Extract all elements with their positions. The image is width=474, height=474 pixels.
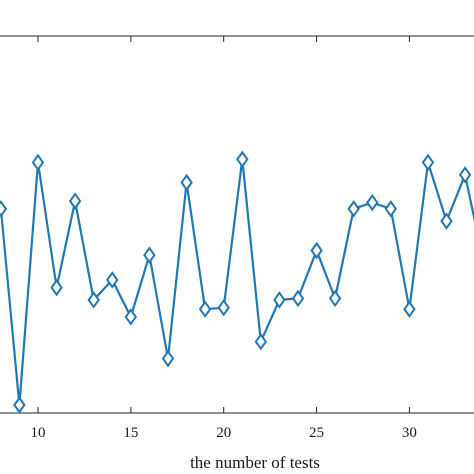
x-tick-label: 25 [309, 425, 324, 441]
data-point-marker [347, 200, 360, 218]
data-point-marker [310, 241, 323, 260]
data-point-marker [384, 200, 398, 218]
data-point-marker [273, 291, 286, 309]
data-point-marker [161, 349, 175, 368]
data-point-marker [87, 291, 100, 309]
data-point-marker [421, 153, 435, 172]
data-point-marker [68, 192, 82, 210]
data-point-marker [217, 298, 230, 317]
data-point-marker [291, 289, 305, 308]
data-point-marker [106, 271, 119, 289]
data-point-marker [0, 200, 8, 218]
data-point-marker [236, 150, 249, 169]
x-tick-label: 20 [216, 425, 231, 441]
x-tick-label: 10 [31, 425, 46, 441]
axes-frame [0, 35, 474, 414]
series-line [0, 158, 474, 407]
data-point-marker [440, 212, 453, 230]
data-point-marker [124, 308, 138, 326]
data-point-marker [31, 153, 45, 172]
data-point-marker [403, 300, 416, 318]
x-tick-label: 30 [402, 425, 417, 441]
x-axis-label: the number of tests [190, 453, 320, 472]
x-tick-labels: 10 15 20 25 30 [31, 425, 417, 441]
data-point-marker [328, 289, 342, 308]
data-point-marker [50, 278, 63, 297]
x-tick-label: 15 [123, 425, 138, 441]
data-point-marker [143, 246, 156, 264]
x-ticks [37, 36, 410, 413]
data-point-marker [180, 173, 193, 192]
data-point-marker [366, 193, 379, 212]
data-point-marker [13, 396, 26, 414]
data-point-marker [458, 166, 472, 184]
data-point-marker [198, 300, 212, 318]
plot-area [0, 150, 474, 414]
data-point-marker [254, 332, 268, 351]
